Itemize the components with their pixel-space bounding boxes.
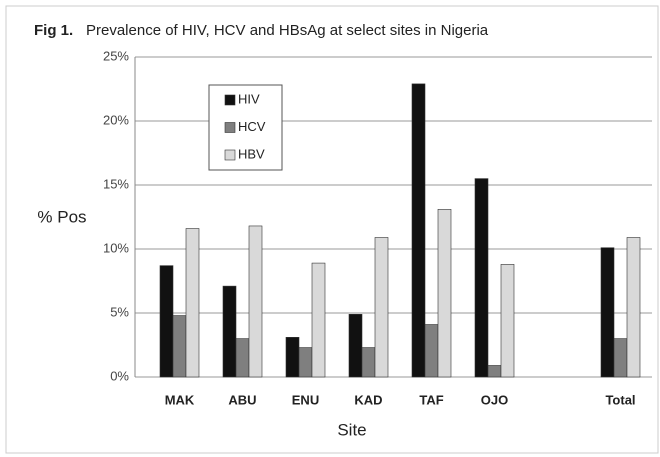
bar <box>361 347 376 378</box>
legend-swatch <box>224 149 236 161</box>
legend-swatch <box>224 94 236 106</box>
x-tick-label: Total <box>605 392 635 407</box>
legend-label: HBV <box>238 146 265 161</box>
bar <box>424 324 439 378</box>
y-tick-label: 20% <box>103 112 129 127</box>
legend-label: HIV <box>238 91 260 106</box>
bar <box>235 338 250 378</box>
bar <box>172 315 187 378</box>
bar <box>222 285 237 378</box>
bar <box>348 313 363 378</box>
bar <box>613 338 628 378</box>
frame <box>5 5 659 454</box>
bar <box>248 225 263 378</box>
x-tick-label: ABU <box>228 392 256 407</box>
x-tick-label: ENU <box>292 392 319 407</box>
y-tick-label: 0% <box>110 368 129 383</box>
bar <box>374 237 389 378</box>
bar <box>285 337 300 378</box>
x-tick-label: MAK <box>165 392 195 407</box>
bar <box>487 365 502 378</box>
y-tick-label: 10% <box>103 240 129 255</box>
bar <box>600 247 615 378</box>
bar <box>500 264 515 378</box>
x-axis-label: Site <box>337 420 366 439</box>
figure-label: Fig 1. <box>34 22 73 39</box>
legend-label: HCV <box>238 119 266 134</box>
y-tick-label: 25% <box>103 48 129 63</box>
bar <box>185 228 200 378</box>
y-tick-label: 5% <box>110 304 129 319</box>
legend-swatch <box>224 122 236 133</box>
bar <box>437 209 452 378</box>
y-axis-label: % Pos <box>37 207 86 226</box>
bar <box>159 265 174 378</box>
bar <box>298 347 313 378</box>
y-tick-label: 15% <box>103 176 129 191</box>
x-tick-label: TAF <box>419 392 443 407</box>
bar <box>626 237 641 378</box>
bar <box>411 83 426 378</box>
bar <box>311 262 326 378</box>
bar <box>474 178 489 378</box>
chart-title: Prevalence of HIV, HCV and HBsAg at sele… <box>86 22 489 39</box>
x-tick-label: KAD <box>354 392 382 407</box>
legend-box <box>208 84 283 171</box>
x-tick-label: OJO <box>481 392 508 407</box>
